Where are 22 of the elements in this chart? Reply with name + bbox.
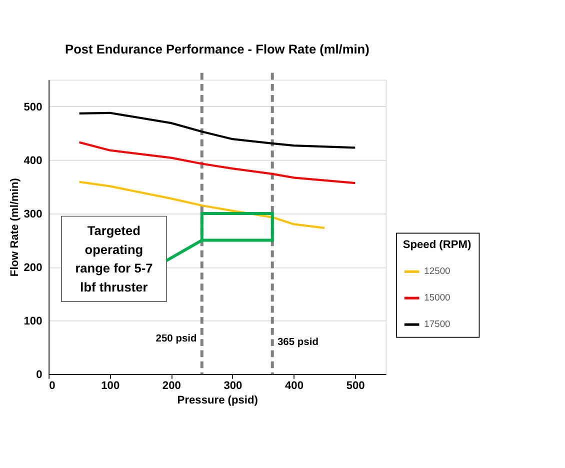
x-tick-label: 200 [162, 380, 181, 392]
x-tick-label: 400 [285, 380, 304, 392]
y-tick-label: 100 [24, 315, 42, 328]
annotation: Targeted operating range for 5-7 lbf thruster [75, 223, 153, 294]
x-tick-label: 300 [224, 380, 242, 392]
ref-line-label: 250 psid [156, 334, 197, 345]
x-tick-label: 100 [101, 380, 120, 392]
ref-line-label: 365 psid [277, 337, 318, 348]
y-tick-label: 200 [24, 262, 42, 274]
y-tick-label: 500 [24, 101, 42, 114]
x-axis-title: Pressure (psid) [177, 394, 258, 407]
legend-title: Speed (RPM) [402, 239, 472, 252]
x-tick-label: 500 [346, 380, 365, 392]
legend-label: 15000 [424, 292, 450, 303]
legend-label: 12500 [424, 266, 450, 276]
chart-title: Post Endurance Performance - Flow Rate (ml/min) [65, 41, 370, 56]
legend-label: 17500 [424, 319, 450, 330]
y-tick-label: 0 [36, 368, 42, 381]
y-tick-label: 400 [24, 154, 42, 167]
x-tick-label: 0 [49, 380, 56, 392]
y-tick-label: 300 [24, 208, 42, 220]
y-axis-title: Flow Rate (ml/min) [8, 178, 21, 277]
